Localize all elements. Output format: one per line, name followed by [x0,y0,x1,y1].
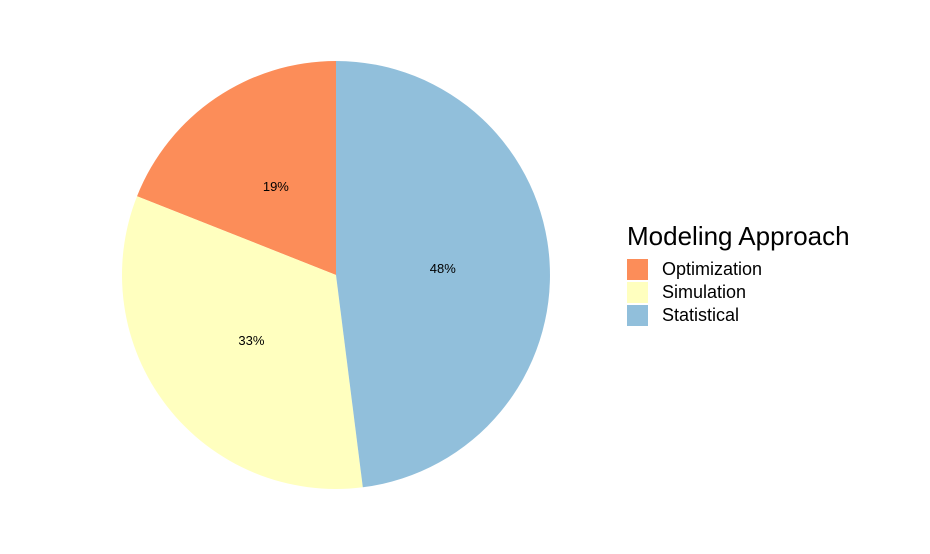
legend-swatch-statistical [627,305,648,326]
pie-slice-labels: 19% 33% 48% [238,179,456,348]
pie-slice-optimization [137,61,336,275]
legend-item-simulation: Simulation [627,281,850,304]
pie-slice-label-simulation: 33% [238,333,264,348]
legend-swatch-optimization [627,259,648,280]
pie-slice-label-optimization: 19% [263,179,289,194]
pie-slice-simulation [122,196,363,489]
legend-swatch-simulation [627,282,648,303]
legend-item-optimization: Optimization [627,258,850,281]
legend-label-statistical: Statistical [662,305,740,325]
pie-slices [122,61,550,489]
legend-label-optimization: Optimization [662,259,763,279]
legend: Modeling Approach Optimization Simulatio… [627,220,850,327]
pie-slice-label-statistical: 48% [430,261,456,276]
legend-title: Modeling Approach [627,221,850,251]
legend-item-statistical: Statistical [627,304,850,327]
legend-label-simulation: Simulation [662,282,747,302]
pie-slice-statistical [336,61,550,488]
